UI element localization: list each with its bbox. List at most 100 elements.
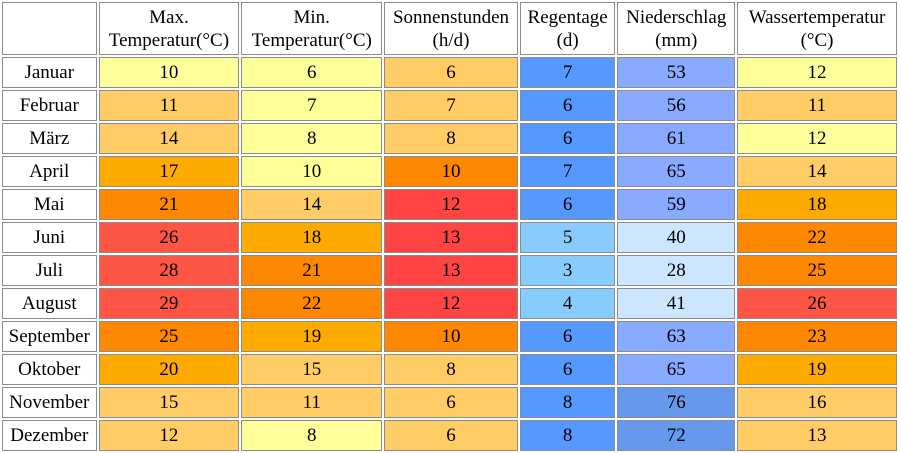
- cell-min-temperature: 8: [241, 420, 382, 451]
- cell-sunshine-hours: 6: [384, 420, 518, 451]
- cell-max-temperature: 25: [99, 321, 240, 352]
- cell-rain-days: 6: [520, 123, 616, 154]
- cell-water-temperature: 26: [737, 288, 897, 319]
- cell-precipitation: 53: [617, 57, 735, 88]
- month-label: Juli: [2, 255, 97, 286]
- table-row: November 15 11 6 8 76 16: [2, 387, 897, 418]
- cell-max-temperature: 29: [99, 288, 240, 319]
- cell-water-temperature: 14: [737, 156, 897, 187]
- table-row: Februar 11 7 7 6 56 11: [2, 90, 897, 121]
- cell-sunshine-hours: 13: [384, 222, 518, 253]
- cell-sunshine-hours: 13: [384, 255, 518, 286]
- cell-sunshine-hours: 8: [384, 354, 518, 385]
- table-row: August 29 22 12 4 41 26: [2, 288, 897, 319]
- cell-rain-days: 6: [520, 90, 616, 121]
- month-label: Juni: [2, 222, 97, 253]
- cell-min-temperature: 14: [241, 189, 382, 220]
- cell-water-temperature: 16: [737, 387, 897, 418]
- cell-water-temperature: 22: [737, 222, 897, 253]
- cell-sunshine-hours: 12: [384, 189, 518, 220]
- header-row: Max. Temperatur(°C) Min. Temperatur(°C) So…: [2, 2, 897, 55]
- cell-water-temperature: 11: [737, 90, 897, 121]
- cell-max-temperature: 12: [99, 420, 240, 451]
- cell-precipitation: 56: [617, 90, 735, 121]
- corner-cell: [2, 2, 97, 55]
- cell-rain-days: 6: [520, 321, 616, 352]
- cell-rain-days: 6: [520, 354, 616, 385]
- cell-min-temperature: 10: [241, 156, 382, 187]
- cell-water-temperature: 13: [737, 420, 897, 451]
- cell-precipitation: 61: [617, 123, 735, 154]
- cell-precipitation: 65: [617, 354, 735, 385]
- cell-sunshine-hours: 12: [384, 288, 518, 319]
- cell-min-temperature: 7: [241, 90, 382, 121]
- cell-sunshine-hours: 6: [384, 387, 518, 418]
- cell-min-temperature: 6: [241, 57, 382, 88]
- cell-precipitation: 41: [617, 288, 735, 319]
- cell-min-temperature: 21: [241, 255, 382, 286]
- month-label: Dezember: [2, 420, 97, 451]
- month-label: August: [2, 288, 97, 319]
- cell-rain-days: 7: [520, 57, 616, 88]
- cell-rain-days: 5: [520, 222, 616, 253]
- cell-rain-days: 8: [520, 387, 616, 418]
- table-row: Oktober 20 15 8 6 65 19: [2, 354, 897, 385]
- table-row: Juni 26 18 13 5 40 22: [2, 222, 897, 253]
- cell-sunshine-hours: 7: [384, 90, 518, 121]
- table-row: März 14 8 8 6 61 12: [2, 123, 897, 154]
- month-label: November: [2, 387, 97, 418]
- cell-min-temperature: 8: [241, 123, 382, 154]
- cell-water-temperature: 19: [737, 354, 897, 385]
- header-rain-days: Regentage (d): [520, 2, 616, 55]
- cell-min-temperature: 18: [241, 222, 382, 253]
- cell-min-temperature: 19: [241, 321, 382, 352]
- table-row: Juli 28 21 13 3 28 25: [2, 255, 897, 286]
- cell-rain-days: 8: [520, 420, 616, 451]
- cell-water-temperature: 12: [737, 57, 897, 88]
- cell-max-temperature: 17: [99, 156, 240, 187]
- month-label: September: [2, 321, 97, 352]
- cell-water-temperature: 12: [737, 123, 897, 154]
- table-row: April 17 10 10 7 65 14: [2, 156, 897, 187]
- cell-water-temperature: 23: [737, 321, 897, 352]
- cell-precipitation: 28: [617, 255, 735, 286]
- cell-water-temperature: 25: [737, 255, 897, 286]
- month-label: Mai: [2, 189, 97, 220]
- cell-min-temperature: 15: [241, 354, 382, 385]
- cell-precipitation: 72: [617, 420, 735, 451]
- cell-water-temperature: 18: [737, 189, 897, 220]
- cell-precipitation: 63: [617, 321, 735, 352]
- month-label: März: [2, 123, 97, 154]
- cell-rain-days: 7: [520, 156, 616, 187]
- cell-max-temperature: 10: [99, 57, 240, 88]
- month-label: Januar: [2, 57, 97, 88]
- cell-max-temperature: 28: [99, 255, 240, 286]
- cell-max-temperature: 15: [99, 387, 240, 418]
- cell-rain-days: 3: [520, 255, 616, 286]
- cell-precipitation: 65: [617, 156, 735, 187]
- cell-max-temperature: 21: [99, 189, 240, 220]
- month-label: April: [2, 156, 97, 187]
- cell-precipitation: 76: [617, 387, 735, 418]
- cell-precipitation: 59: [617, 189, 735, 220]
- cell-max-temperature: 26: [99, 222, 240, 253]
- table-row: Mai 21 14 12 6 59 18: [2, 189, 897, 220]
- table-body: Januar 10 6 6 7 53 12 Februar 11 7 7 6 56 11 März 14 8 8 6…: [2, 57, 897, 451]
- cell-precipitation: 40: [617, 222, 735, 253]
- header-min-temperature: Min. Temperatur(°C): [241, 2, 382, 55]
- header-water-temperature: Wassertemperatur (°C): [737, 2, 897, 55]
- cell-sunshine-hours: 6: [384, 57, 518, 88]
- table-row: September 25 19 10 6 63 23: [2, 321, 897, 352]
- cell-max-temperature: 11: [99, 90, 240, 121]
- month-label: Oktober: [2, 354, 97, 385]
- cell-min-temperature: 22: [241, 288, 382, 319]
- cell-sunshine-hours: 10: [384, 321, 518, 352]
- month-label: Februar: [2, 90, 97, 121]
- cell-sunshine-hours: 10: [384, 156, 518, 187]
- cell-min-temperature: 11: [241, 387, 382, 418]
- cell-rain-days: 6: [520, 189, 616, 220]
- header-precipitation: Niederschlag (mm): [617, 2, 735, 55]
- cell-max-temperature: 14: [99, 123, 240, 154]
- cell-max-temperature: 20: [99, 354, 240, 385]
